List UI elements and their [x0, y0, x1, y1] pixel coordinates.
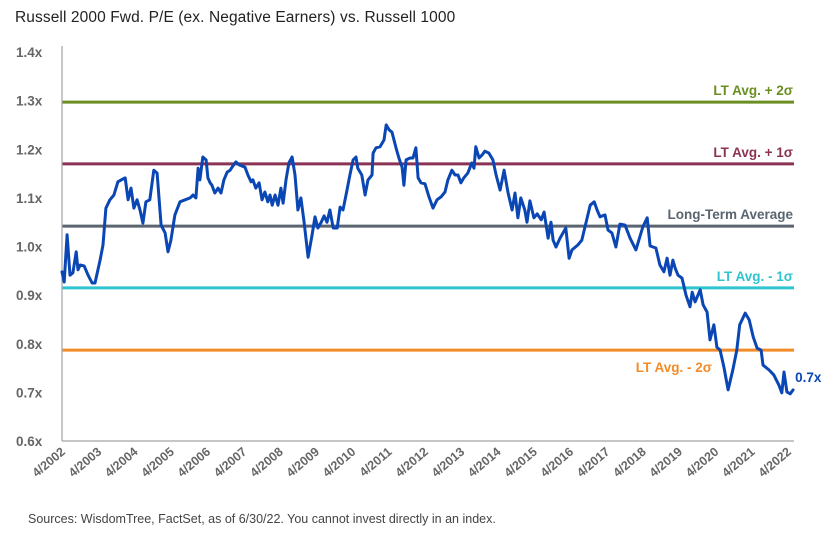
- x-tick-label: 4/2015: [502, 445, 540, 480]
- x-tick-label: 4/2003: [66, 445, 104, 480]
- x-tick-label: 4/2016: [538, 445, 576, 480]
- x-tick-label: 4/2005: [139, 445, 177, 480]
- annotations: 0.7x: [795, 370, 822, 385]
- x-tick-label: 4/2020: [683, 445, 721, 480]
- y-tick-label: 1.2x: [16, 142, 43, 157]
- x-tick-label: 4/2010: [320, 445, 358, 480]
- y-tick-label: 1.3x: [16, 94, 43, 109]
- x-tick-label: 4/2014: [465, 445, 503, 480]
- lt-avg-minus-1sigma-label: LT Avg. - 1σ: [717, 269, 793, 284]
- series-line: [60, 123, 795, 396]
- x-tick-label: 4/2009: [284, 445, 322, 480]
- x-tick-label: 4/2013: [429, 445, 467, 480]
- x-tick-label: 4/2007: [211, 445, 249, 480]
- y-axis-ticks: 1.4x 1.3x 1.2x 1.1x 1.0x 0.9x 0.8x 0.7x 0.6x: [16, 45, 43, 449]
- x-tick-label: 4/2019: [647, 445, 685, 480]
- x-tick-label: 4/2004: [102, 445, 140, 480]
- chart-title: Russell 2000 Fwd. P/E (ex. Negative Earn…: [15, 9, 456, 26]
- x-tick-label: 4/2022: [756, 445, 794, 480]
- y-tick-label: 0.6x: [16, 434, 43, 449]
- y-tick-label: 0.9x: [16, 288, 43, 303]
- x-tick-label: 4/2008: [247, 445, 285, 480]
- y-tick-label: 1.0x: [16, 240, 43, 255]
- long-term-average-label: Long-Term Average: [667, 207, 793, 222]
- x-tick-label: 4/2018: [610, 445, 648, 480]
- lt-avg-plus-1sigma-label: LT Avg. + 1σ: [713, 145, 793, 160]
- x-tick-label: 4/2021: [719, 445, 757, 480]
- x-axis-ticks: 4/20024/20034/20044/20054/20064/20074/20…: [30, 445, 794, 480]
- end-value-label: 0.7x: [795, 370, 822, 385]
- y-tick-label: 0.7x: [16, 385, 43, 400]
- lt-avg-minus-2sigma-label: LT Avg. - 2σ: [636, 360, 712, 375]
- x-tick-label: 4/2006: [175, 445, 213, 480]
- y-tick-label: 1.1x: [16, 191, 43, 206]
- x-tick-label: 4/2012: [393, 445, 431, 480]
- lt-avg-plus-2sigma-label: LT Avg. + 2σ: [713, 83, 793, 98]
- x-tick-label: 4/2011: [357, 445, 395, 480]
- reference-lines: LT Avg. + 2σ LT Avg. + 1σ Long-Term Averag…: [62, 83, 794, 375]
- x-tick-label: 4/2002: [30, 445, 68, 480]
- source-note: Sources: WisdomTree, FactSet, as of 6/30…: [28, 512, 496, 526]
- y-tick-label: 0.8x: [16, 337, 43, 352]
- series-group: [60, 123, 795, 396]
- y-tick-label: 1.4x: [16, 45, 43, 60]
- x-tick-label: 4/2017: [574, 445, 612, 480]
